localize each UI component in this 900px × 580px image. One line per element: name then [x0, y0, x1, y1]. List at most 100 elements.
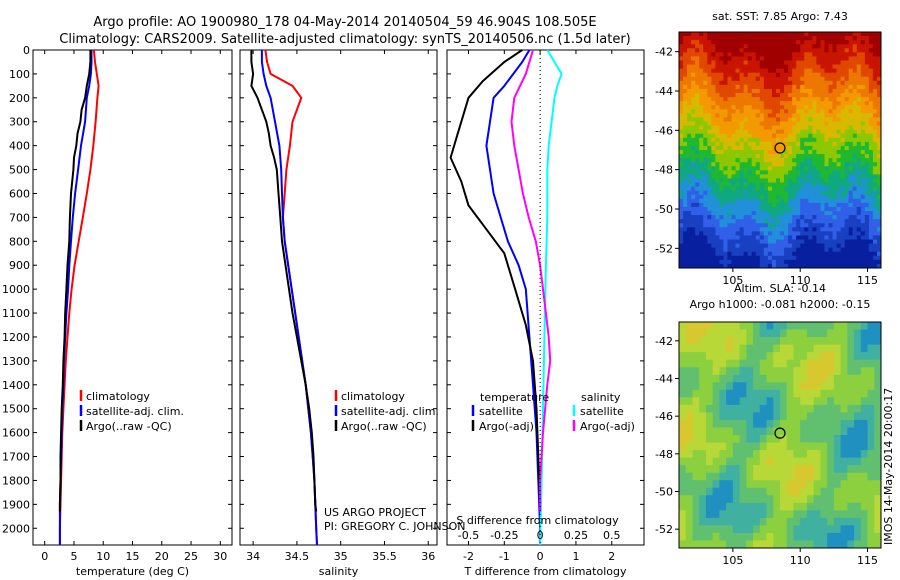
map-cell [836, 154, 841, 159]
legend-label: Argo(..raw -QC) [341, 420, 427, 433]
map-cell [820, 109, 825, 114]
map-cell [679, 247, 684, 253]
map-cell [852, 141, 858, 147]
map-cell [766, 374, 774, 383]
map-cell [731, 255, 736, 261]
map-cell [767, 84, 773, 90]
map-cell [711, 198, 716, 204]
map-cell [775, 68, 781, 74]
map-cell [780, 129, 785, 135]
map-cell [872, 162, 878, 167]
map-cell [751, 182, 757, 188]
map-cell [804, 121, 809, 126]
map-cell [793, 517, 801, 526]
map-cell [715, 125, 720, 131]
map-cell [739, 198, 745, 204]
map-cell [784, 162, 789, 167]
map-cell [876, 150, 882, 155]
map-cell [739, 170, 745, 175]
map-cell [792, 223, 797, 228]
map-cell [872, 251, 878, 257]
map-cell [852, 109, 858, 114]
map-cell [735, 52, 740, 57]
map-cell [828, 80, 833, 86]
map-cell [852, 223, 858, 228]
map-cell [793, 367, 801, 376]
map-cell [723, 182, 728, 188]
map-cell [868, 259, 874, 265]
map-cell [820, 64, 825, 70]
map-cell [840, 137, 846, 143]
map-cell [731, 178, 736, 183]
map-cell [679, 129, 684, 135]
map-cell [683, 76, 688, 82]
map-cell [685, 472, 693, 481]
map-cell [715, 174, 720, 179]
map-cell [699, 101, 704, 106]
map-cell [711, 117, 716, 122]
map-cell [854, 472, 862, 481]
map-cell [715, 227, 720, 232]
map-cell [719, 239, 724, 244]
y-tick-label: -52 [655, 523, 673, 536]
map-cell [836, 97, 841, 102]
map-cell [719, 194, 724, 200]
map-cell [780, 190, 785, 196]
map-cell [715, 117, 720, 122]
map-cell [727, 93, 732, 98]
map-cell [784, 84, 789, 90]
map-cell [804, 150, 809, 155]
map-cell [848, 101, 854, 106]
map-cell [848, 145, 854, 151]
map-cell [695, 56, 700, 61]
map-cell [840, 435, 848, 443]
map-cell [860, 389, 868, 398]
map-cell [711, 235, 716, 240]
x-tick-label: 34 [246, 550, 260, 563]
map-cell [812, 32, 817, 37]
map-cell [840, 48, 846, 53]
map-cell [868, 109, 874, 114]
map-cell [683, 56, 688, 61]
map-cell [827, 352, 835, 361]
map-cell [715, 231, 720, 236]
map-cell [719, 231, 724, 236]
map-cell [711, 88, 716, 94]
map-cell [683, 48, 688, 53]
map-cell [867, 502, 875, 511]
map-cell [792, 97, 797, 102]
map-cell [796, 121, 801, 126]
map-cell [746, 419, 754, 428]
map-cell [699, 178, 704, 183]
map-cell [723, 88, 728, 94]
map-cell [792, 125, 797, 131]
map-cell [808, 52, 813, 57]
map-cell [848, 154, 854, 159]
map-cell [707, 182, 712, 188]
map-cell [800, 190, 805, 196]
x-tick-label: 115 [857, 274, 878, 287]
map-cell [715, 247, 720, 253]
map-cell [780, 472, 788, 481]
map-cell [732, 472, 740, 481]
map-cell [806, 367, 815, 376]
map-cell [864, 36, 870, 41]
map-cell [775, 170, 781, 175]
map-cell [703, 174, 708, 179]
map-cell [844, 186, 850, 192]
map-cell [827, 457, 835, 466]
map-cell [747, 64, 753, 70]
map-cell [788, 223, 793, 228]
map-cell [707, 211, 712, 216]
series-line [58, 50, 92, 512]
map-cell [854, 367, 862, 376]
map-cell [832, 129, 837, 135]
map-cell [735, 166, 740, 171]
map-cell [727, 219, 732, 224]
map-cell [806, 442, 815, 451]
map-cell [739, 259, 745, 265]
map-cell [687, 182, 692, 188]
map-cell [743, 178, 749, 183]
map-cell [856, 231, 862, 236]
map-cell [820, 419, 828, 428]
